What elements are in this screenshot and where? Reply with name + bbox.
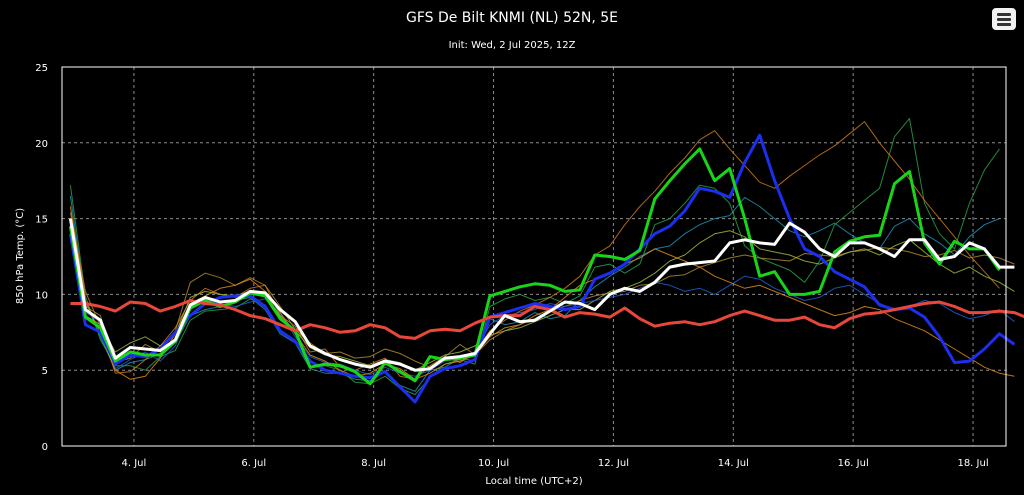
chart-subtitle: Init: Wed, 2 Jul 2025, 12Z [449, 40, 576, 51]
x-tick-label: 8. Jul [361, 458, 386, 469]
hamburger-bar [997, 13, 1011, 16]
plot-frame [61, 66, 1007, 447]
series-line [68, 133, 1016, 404]
hamburger-bar [997, 23, 1011, 26]
series-line [68, 218, 1015, 372]
x-tick-label: 18. Jul [957, 458, 988, 469]
tick-labels: 0 5 10 15 20 25 4. Jul 6. Jul 8. Jul 10. Jul 12. J… [35, 63, 988, 469]
hamburger-bar [997, 18, 1011, 21]
x-axis-title: Local time (UTC+2) [485, 476, 582, 487]
series-line [69, 118, 1000, 395]
x-tick-label: 16. Jul [838, 458, 869, 469]
series-line [70, 299, 1024, 340]
series-lines [68, 118, 1024, 404]
x-tick-label: 4. Jul [122, 458, 147, 469]
series-line [69, 206, 1015, 380]
x-tick-label: 12. Jul [598, 458, 629, 469]
x-tick-label: 14. Jul [718, 458, 749, 469]
y-axis-title: 850 hPa Temp. (°C) [15, 208, 26, 304]
chart-title: GFS De Bilt KNMI (NL) 52N, 5E [406, 10, 618, 26]
y-tick-label: 10 [35, 290, 48, 301]
y-tick-label: 25 [35, 63, 48, 74]
x-tick-label: 6. Jul [241, 458, 266, 469]
y-tick-label: 20 [35, 139, 48, 150]
y-tick-label: 15 [35, 215, 48, 226]
menu-button[interactable] [992, 8, 1016, 30]
x-tick-label: 10. Jul [478, 458, 509, 469]
y-tick-label: 5 [42, 366, 48, 377]
y-tick-label: 0 [42, 442, 48, 453]
